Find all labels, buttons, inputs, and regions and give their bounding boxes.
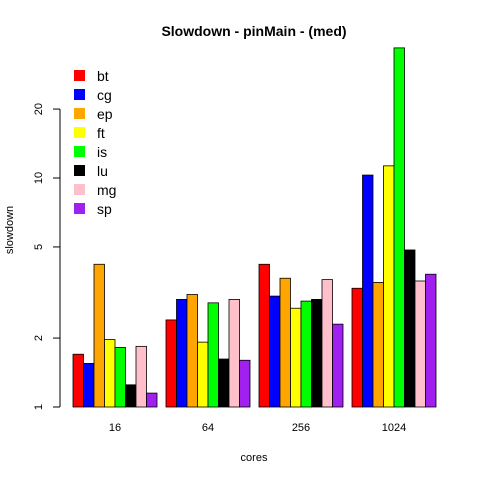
y-axis-label: slowdown (4, 206, 16, 254)
y-tick-label: 2 (33, 335, 45, 341)
x-tick-labels: 16 64 256 1024 (109, 422, 406, 434)
legend: bt cg ep ft is lu mg sp (74, 68, 116, 217)
x-tick-label: 64 (202, 422, 214, 434)
bar-is-64 (207, 302, 219, 408)
bar-sp-256 (332, 323, 344, 408)
bar-lu-256 (311, 299, 323, 408)
legend-label-cg: cg (97, 87, 112, 103)
bar-bt-64 (165, 319, 177, 408)
bar-is-1024 (393, 47, 405, 408)
bar-sp-16 (146, 392, 158, 408)
bar-cg-256 (269, 295, 281, 408)
bar-ep-256 (279, 277, 291, 408)
legend-label-sp: sp (97, 201, 112, 217)
x-tick-label: 1024 (382, 422, 406, 434)
bar-ft-16 (104, 339, 116, 408)
legend-label-ft: ft (97, 125, 105, 141)
bar-bt-16 (72, 353, 84, 408)
bar-ft-1024 (383, 165, 395, 408)
bar-lu-64 (218, 358, 230, 408)
x-tick-label: 256 (292, 422, 310, 434)
y-tick-label: 1 (33, 404, 45, 410)
bar-is-256 (300, 300, 312, 408)
y-tick-label: 5 (33, 244, 45, 250)
bar-lu-1024 (404, 249, 416, 408)
bar-cg-16 (83, 363, 95, 408)
bar-bt-1024 (351, 287, 363, 408)
legend-label-lu: lu (97, 163, 108, 179)
bar-is-16 (114, 347, 126, 408)
legend-label-is: is (97, 144, 107, 160)
legend-swatch-mg (74, 184, 85, 195)
bar-mg-64 (228, 299, 240, 408)
bar-ep-64 (186, 294, 198, 408)
legend-label-ep: ep (97, 106, 113, 122)
bar-mg-16 (135, 345, 147, 408)
bar-mg-256 (321, 279, 333, 408)
bar-ep-1024 (372, 282, 384, 408)
bars (72, 47, 437, 408)
y-tick-label: 20 (33, 103, 45, 115)
bar-ft-64 (197, 341, 209, 408)
chart-title: Slowdown - pinMain - (med) (161, 23, 346, 39)
legend-swatch-is (74, 146, 85, 157)
legend-swatch-sp (74, 203, 85, 214)
x-axis-label: cores (241, 452, 268, 464)
legend-swatch-lu (74, 165, 85, 176)
legend-label-bt: bt (97, 68, 109, 84)
legend-swatch-ft (74, 127, 85, 138)
legend-swatch-ep (74, 108, 85, 119)
legend-swatch-bt (74, 70, 85, 81)
bar-cg-1024 (362, 174, 374, 408)
y-axis: 1 2 5 10 20 (33, 103, 61, 410)
y-tick-label: 10 (33, 172, 45, 184)
bar-ft-256 (290, 307, 302, 408)
bar-lu-16 (125, 384, 137, 408)
bar-bt-256 (258, 263, 270, 408)
bar-sp-64 (239, 359, 251, 408)
bar-sp-1024 (425, 273, 437, 408)
x-tick-label: 16 (109, 422, 121, 434)
bar-mg-1024 (414, 280, 426, 408)
legend-label-mg: mg (97, 182, 116, 198)
legend-swatch-cg (74, 89, 85, 100)
bar-cg-64 (176, 299, 188, 408)
bar-ep-16 (93, 263, 105, 408)
